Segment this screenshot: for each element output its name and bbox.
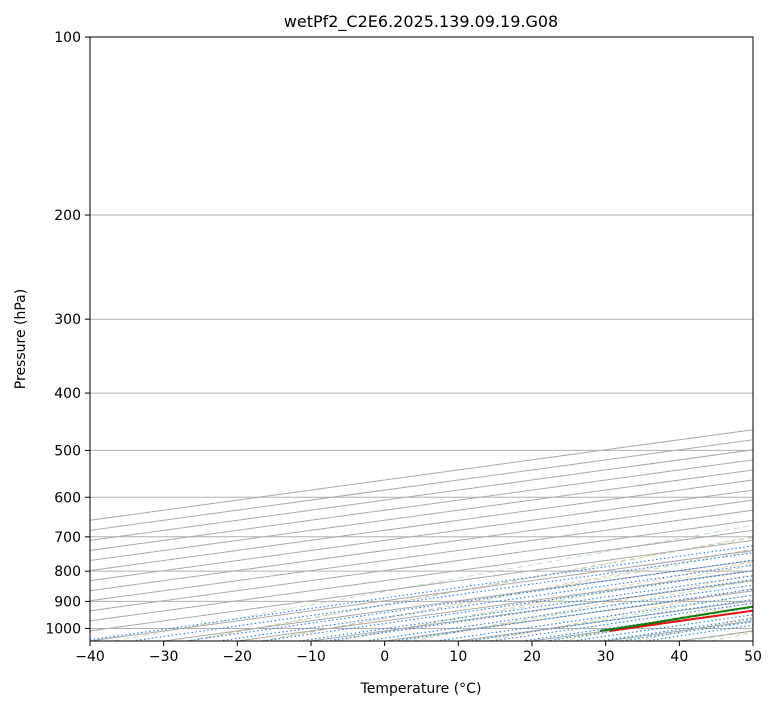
- y-tick-label: 300: [54, 312, 81, 328]
- x-tick-label: 30: [597, 649, 615, 665]
- x-tick-label: 0: [380, 649, 389, 665]
- x-tick-label: 50: [744, 649, 762, 665]
- y-tick-label: 700: [54, 530, 81, 546]
- x-tick-label: 20: [523, 649, 541, 665]
- x-tick-label: −40: [75, 649, 105, 665]
- y-axis-label: Pressure (hPa): [13, 289, 29, 389]
- y-tick-label: 200: [54, 208, 81, 224]
- y-tick-label: 600: [54, 490, 81, 506]
- x-axis-label: Temperature (°C): [360, 681, 482, 697]
- y-tick-label: 1000: [45, 621, 81, 637]
- y-tick-label: 900: [54, 594, 81, 610]
- plot-background: [90, 37, 753, 641]
- x-tick-label: −30: [149, 649, 179, 665]
- chart-title: wetPf2_C2E6.2025.139.09.19.G08: [284, 12, 558, 32]
- x-tick-label: 10: [449, 649, 467, 665]
- y-tick-label: 100: [54, 30, 81, 46]
- y-tick-label: 800: [54, 564, 81, 580]
- x-tick-label: −10: [296, 649, 326, 665]
- isotherm-line: [753, 37, 775, 641]
- y-tick-label: 500: [54, 443, 81, 459]
- y-tick-label: 400: [54, 386, 81, 402]
- x-tick-label: 40: [670, 649, 688, 665]
- x-tick-label: −20: [223, 649, 253, 665]
